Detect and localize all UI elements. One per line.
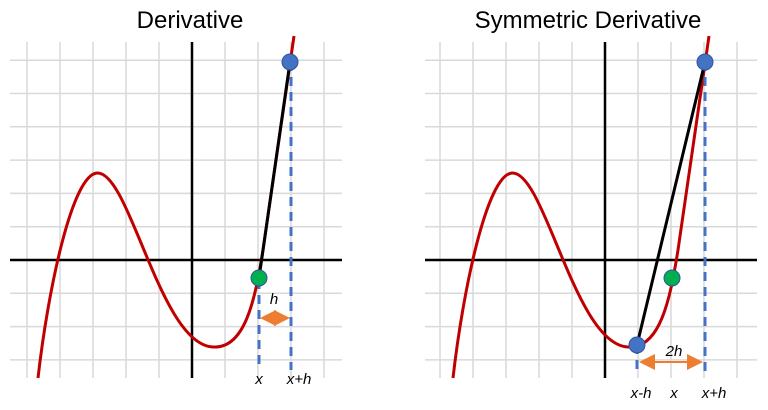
label: h (270, 291, 278, 308)
curve (36, 35, 296, 379)
label: 2h (665, 343, 683, 360)
label: x (254, 371, 263, 388)
point (696, 53, 714, 71)
left-panel: h x x+h (10, 35, 342, 388)
label: x (669, 385, 678, 402)
point (250, 269, 268, 287)
point (281, 53, 299, 71)
label: x+h (286, 371, 312, 388)
panel-title: Symmetric Derivative (475, 7, 702, 34)
point (663, 269, 681, 287)
panel-title: Derivative (137, 7, 244, 34)
label: x-h (630, 385, 652, 402)
secant (635, 61, 707, 346)
right-panel: 2h x-h x x+h (425, 35, 757, 402)
curve (451, 35, 711, 379)
label: x+h (701, 385, 727, 402)
secant (257, 61, 292, 279)
point (628, 336, 646, 354)
grids (10, 42, 757, 378)
